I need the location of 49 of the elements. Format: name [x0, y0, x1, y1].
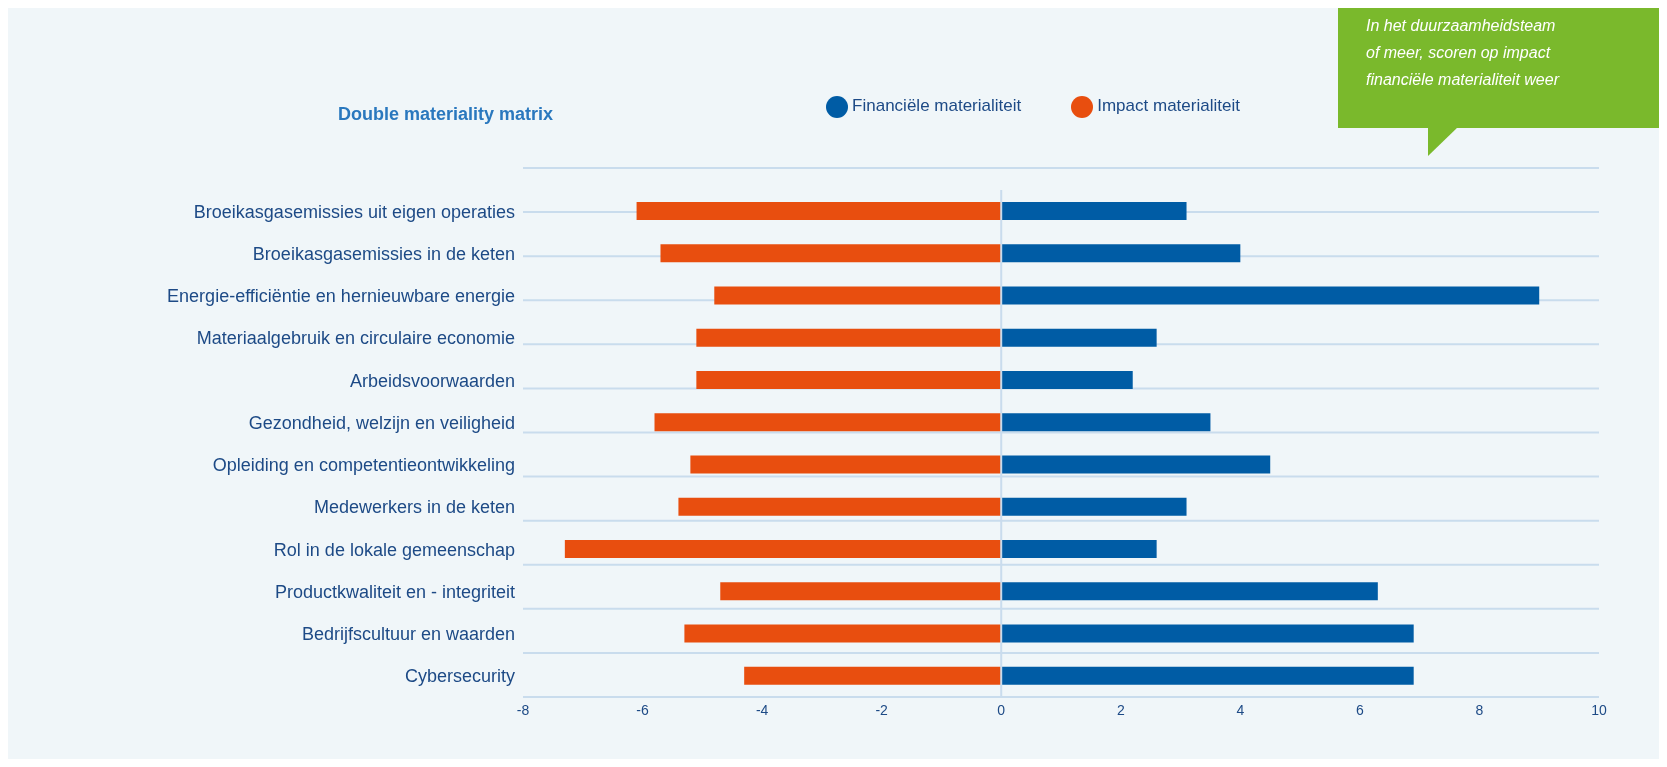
x-tick-label: -6	[636, 701, 649, 718]
bar	[744, 666, 1002, 685]
bar	[660, 244, 1002, 263]
bar	[720, 582, 1002, 601]
legend-label: Impact materialiteit	[1097, 96, 1240, 116]
y-tick-label: Arbeidsvoorwaarden	[349, 370, 515, 391]
x-tick-label: 6	[1355, 701, 1364, 718]
bar	[1001, 666, 1414, 685]
bar	[714, 286, 1002, 305]
y-tick-label: Opleiding en competentieontwikkeling	[212, 455, 515, 476]
y-tick-label: Cybersecurity	[404, 666, 515, 687]
bar	[564, 540, 1002, 558]
bar	[636, 202, 1002, 220]
bar	[1001, 497, 1187, 516]
bar	[1001, 328, 1157, 347]
y-tick-label: Broeikasgasemissies uit eigen operaties	[193, 201, 515, 222]
bar	[654, 413, 1002, 432]
bar	[696, 328, 1002, 347]
bar	[1001, 624, 1414, 643]
y-tick-label: Energie-efficiëntie en hernieuwbare energie	[167, 286, 515, 307]
bar	[690, 455, 1002, 474]
bar	[1001, 202, 1187, 220]
x-tick-label: -2	[875, 701, 889, 718]
y-tick-label: Gezondheid, welzijn en veiligheid	[248, 412, 515, 433]
bar	[1001, 540, 1157, 558]
chart-title: Double materiality matrix	[338, 104, 554, 125]
y-tick-label: Productkwaliteit en - integriteit	[274, 581, 515, 602]
y-tick-label: Bedrijfscultuur en waarden	[301, 624, 515, 645]
y-tick-label: Medewerkers in de keten	[313, 497, 515, 518]
x-tick-label: 0	[997, 701, 1006, 718]
y-tick-label: Materiaalgebruik en circulaire economie	[196, 328, 515, 349]
bar	[684, 624, 1002, 643]
bar	[696, 371, 1002, 389]
y-tick-label: Broeikasgasemissies in de keten	[252, 243, 515, 264]
y-tick-label: Rol in de lokale gemeenschap	[273, 539, 515, 560]
x-tick-label: 2	[1116, 701, 1125, 718]
x-tick-label: 8	[1475, 701, 1484, 718]
bar	[1001, 371, 1133, 389]
legend-label: Financiële materialiteit	[852, 96, 1022, 116]
x-tick-label: -8	[516, 701, 530, 718]
bar	[1001, 286, 1540, 305]
x-tick-label: 10	[1591, 701, 1607, 718]
bar	[1001, 455, 1271, 474]
bar	[678, 497, 1002, 516]
bar	[1001, 413, 1211, 432]
x-tick-label: 4	[1236, 701, 1245, 718]
bar	[1001, 582, 1378, 601]
x-tick-label: -4	[755, 701, 769, 718]
bar	[1001, 244, 1241, 263]
